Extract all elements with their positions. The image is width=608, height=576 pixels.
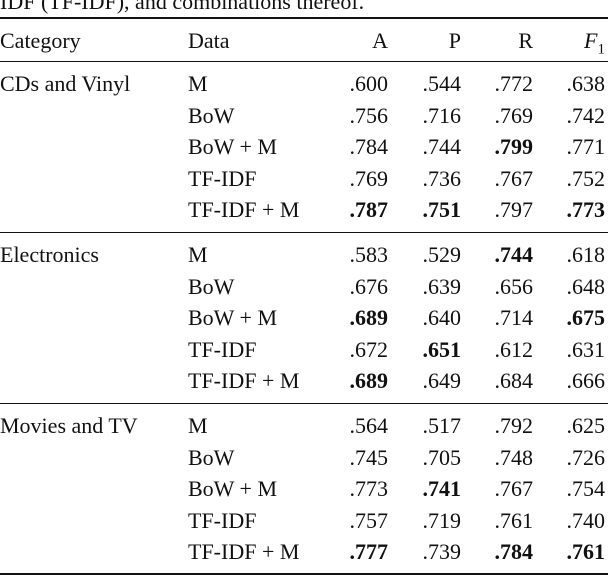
cell: .625 (566, 413, 606, 438)
cell: .583 (349, 242, 389, 267)
cell: .772 (494, 71, 534, 96)
data-label: BoW (188, 273, 235, 299)
cell: .640 (422, 305, 462, 331)
column-header: Data (188, 28, 230, 53)
cell: .648 (566, 273, 606, 299)
data-label: TF-IDF (188, 507, 257, 533)
cell: .529 (422, 242, 462, 267)
cell: .612 (494, 336, 534, 362)
cell: .777 (349, 539, 389, 565)
cell: .719 (422, 507, 462, 533)
cell: .799 (494, 134, 534, 160)
cell: .767 (494, 165, 534, 191)
rule (0, 403, 608, 405)
cell: .751 (422, 197, 462, 223)
cell: .792 (494, 413, 534, 438)
cell: .714 (494, 305, 534, 331)
cell: .726 (566, 444, 606, 470)
cell: .769 (349, 165, 389, 191)
cell: .631 (566, 336, 606, 362)
cell: .684 (494, 368, 534, 394)
data-label: BoW (188, 444, 235, 470)
cell: .767 (494, 476, 534, 502)
cell: .761 (566, 539, 606, 565)
cell: .748 (494, 444, 534, 470)
cell: .745 (349, 444, 389, 470)
cell: .618 (566, 242, 606, 267)
cell: .756 (349, 102, 389, 128)
data-label: TF-IDF + M (188, 197, 300, 223)
category: Movies and TV (0, 413, 138, 438)
column-header: F1 (584, 28, 605, 58)
category: CDs and Vinyl (0, 71, 131, 96)
data-label: TF-IDF (188, 165, 257, 191)
cell: .797 (494, 197, 534, 223)
data-label: M (188, 71, 208, 96)
data-label: TF-IDF (188, 336, 257, 362)
cell: .675 (566, 305, 606, 331)
column-header: P (448, 28, 461, 53)
cell: .649 (422, 368, 462, 394)
cell: .771 (566, 134, 606, 160)
cell: .666 (566, 368, 606, 394)
column-header: Category (0, 28, 81, 53)
cell: .689 (349, 305, 389, 331)
rule (0, 573, 608, 575)
cell: .676 (349, 273, 389, 299)
caption: IDF (TF-IDF), and combinations thereof. (0, 0, 365, 14)
cell: .757 (349, 507, 389, 533)
cell: .784 (349, 134, 389, 160)
data-label: M (188, 242, 208, 267)
data-label: BoW (188, 102, 235, 128)
cell: .736 (422, 165, 462, 191)
cell: .689 (349, 368, 389, 394)
data-label: TF-IDF + M (188, 368, 300, 394)
cell: .787 (349, 197, 389, 223)
rule (0, 232, 608, 234)
column-header: A (372, 28, 388, 53)
cell: .656 (494, 273, 534, 299)
cell: .744 (494, 242, 534, 267)
cell: .739 (422, 539, 462, 565)
rule (0, 61, 608, 63)
cell: .761 (494, 507, 534, 533)
category: Electronics (0, 242, 99, 267)
data-label: BoW + M (188, 134, 278, 160)
cell: .784 (494, 539, 534, 565)
cell: .517 (422, 413, 462, 438)
cell: .740 (566, 507, 606, 533)
cell: .752 (566, 165, 606, 191)
cell: .773 (349, 476, 389, 502)
cell: .744 (422, 134, 462, 160)
cell: .638 (566, 71, 606, 96)
column-header: R (518, 28, 533, 53)
cell: .600 (349, 71, 389, 96)
cell: .672 (349, 336, 389, 362)
cell: .741 (422, 476, 462, 502)
cell: .716 (422, 102, 462, 128)
rule (0, 17, 608, 19)
data-label: BoW + M (188, 476, 278, 502)
cell: .705 (422, 444, 462, 470)
cell: .544 (422, 71, 462, 96)
cell: .651 (422, 336, 462, 362)
cell: .742 (566, 102, 606, 128)
cell: .564 (349, 413, 389, 438)
data-label: M (188, 413, 208, 438)
cell: .639 (422, 273, 462, 299)
cell: .754 (566, 476, 606, 502)
cell: .773 (566, 197, 606, 223)
data-label: TF-IDF + M (188, 539, 300, 565)
cell: .769 (494, 102, 534, 128)
data-label: BoW + M (188, 305, 278, 331)
